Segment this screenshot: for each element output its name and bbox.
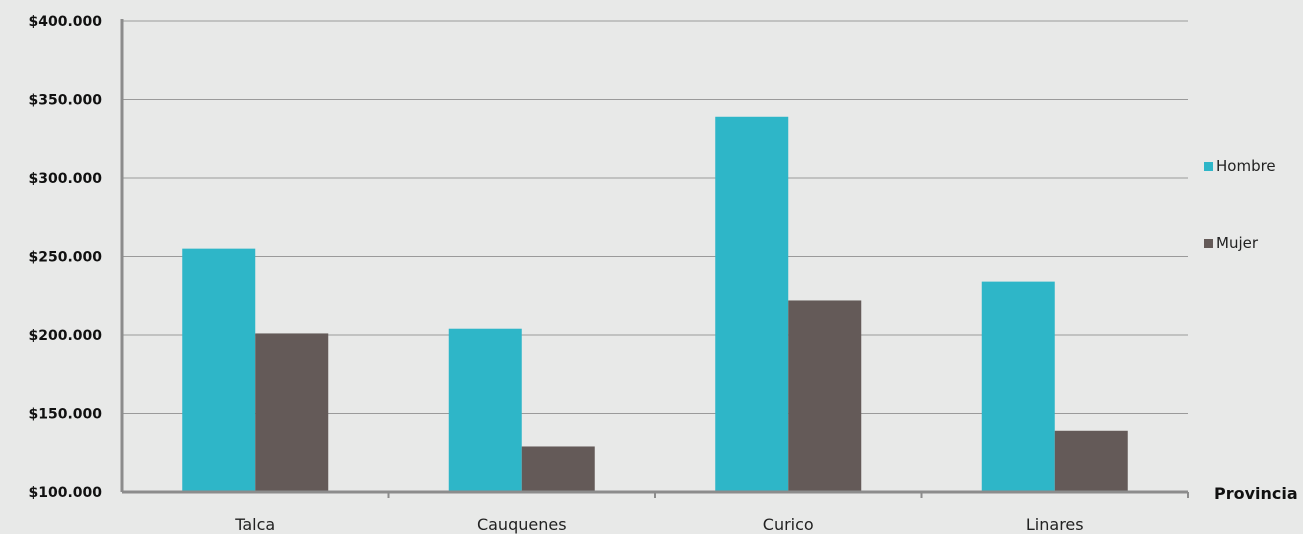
- bar-hombre-curico: [715, 116, 789, 493]
- legend-label-hombre: Hombre: [1216, 157, 1276, 175]
- x-tick-labels: Talca Cauquenes Curico Linares: [234, 515, 1083, 534]
- bars: [182, 116, 1128, 493]
- x-tick-label: Talca: [234, 515, 275, 534]
- bar-mujer-talca: [255, 333, 329, 492]
- x-tick-label: Curico: [763, 515, 814, 534]
- y-tick-labels: $100.000 $150.000 $200.000 $250.000 $300.000…: [28, 14, 102, 501]
- x-axis-title: Provincia: [1214, 484, 1298, 503]
- legend: Hombre Mujer: [1204, 157, 1276, 252]
- bar-hombre-linares: [981, 281, 1055, 492]
- y-tick-label: $400.000: [28, 14, 102, 30]
- y-tick-label: $200.000: [28, 328, 102, 344]
- bar-mujer-cauquenes: [521, 446, 595, 492]
- legend-swatch-hombre: [1204, 162, 1213, 171]
- bar-mujer-curico: [788, 300, 862, 492]
- y-tick-label: $250.000: [28, 250, 102, 266]
- x-tick-label: Linares: [1026, 515, 1084, 534]
- y-tick-label: $300.000: [28, 171, 102, 187]
- legend-label-mujer: Mujer: [1216, 234, 1259, 252]
- bar-hombre-talca: [182, 248, 256, 492]
- y-tick-label: $150.000: [28, 407, 102, 423]
- axes: [120, 19, 1189, 498]
- x-tick-label: Cauquenes: [477, 515, 567, 534]
- bar-mujer-linares: [1054, 430, 1128, 492]
- y-tick-label: $100.000: [28, 485, 102, 501]
- bar-hombre-cauquenes: [448, 328, 522, 492]
- legend-swatch-mujer: [1204, 239, 1213, 248]
- y-tick-label: $350.000: [28, 93, 102, 109]
